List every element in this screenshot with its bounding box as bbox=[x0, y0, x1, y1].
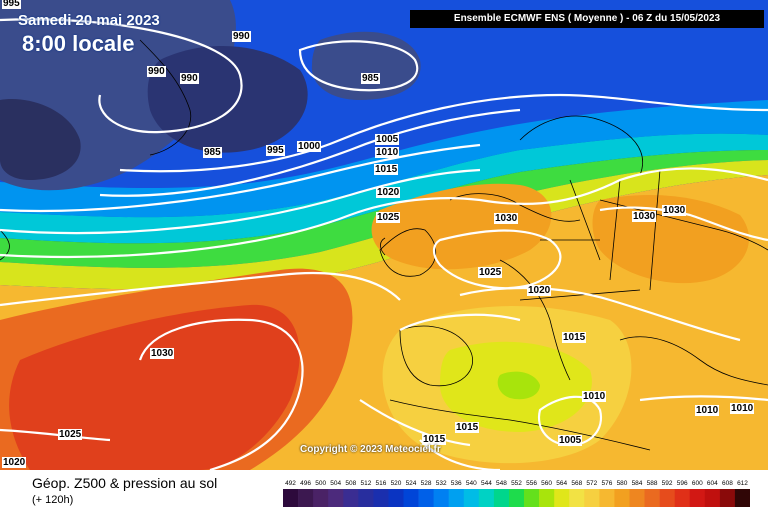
color-scale-label: 524 bbox=[406, 480, 417, 487]
color-scale-label: 564 bbox=[556, 480, 567, 487]
color-scale-swatch bbox=[644, 489, 660, 507]
color-scale-swatch bbox=[509, 489, 525, 507]
color-scale-label: 500 bbox=[315, 480, 326, 487]
color-scale-swatch bbox=[313, 489, 329, 507]
color-scale-swatch bbox=[358, 489, 374, 507]
forecast-date: Samedi 20 mai 2023 bbox=[18, 12, 160, 29]
color-scale-label: 592 bbox=[662, 480, 673, 487]
weather-map bbox=[0, 0, 768, 470]
color-scale-swatch bbox=[689, 489, 706, 507]
color-scale-swatch bbox=[403, 489, 419, 507]
color-scale-swatch bbox=[343, 489, 359, 507]
color-scale-label: 584 bbox=[632, 480, 643, 487]
color-scale-swatch bbox=[328, 489, 344, 507]
color-scale-label: 556 bbox=[526, 480, 537, 487]
color-scale-label: 544 bbox=[481, 480, 492, 487]
color-scale-label: 612 bbox=[737, 480, 748, 487]
color-scale-label: 580 bbox=[617, 480, 628, 487]
color-scale-label: 568 bbox=[571, 480, 582, 487]
color-scale-swatch bbox=[569, 489, 585, 507]
color-scale-label: 608 bbox=[722, 480, 733, 487]
color-scale-swatch bbox=[448, 489, 465, 507]
color-scale-swatch bbox=[704, 489, 721, 507]
color-scale-swatch bbox=[599, 489, 615, 507]
color-scale-label: 548 bbox=[496, 480, 507, 487]
color-scale-label: 520 bbox=[391, 480, 402, 487]
color-scale-label: 588 bbox=[647, 480, 658, 487]
color-scale-swatch bbox=[478, 489, 495, 507]
color-scale-swatch bbox=[614, 489, 630, 507]
color-scale-swatch bbox=[584, 489, 600, 507]
color-scale-label: 536 bbox=[451, 480, 462, 487]
color-scale-label: 576 bbox=[601, 480, 612, 487]
color-scale-label: 572 bbox=[586, 480, 597, 487]
color-scale-label: 496 bbox=[300, 480, 311, 487]
legend-panel: Géop. Z500 & pression au sol (+ 120h) 49… bbox=[0, 470, 768, 512]
model-run-info: Ensemble ECMWF ENS ( Moyenne ) - 06 Z du… bbox=[410, 10, 764, 28]
color-scale-swatch bbox=[539, 489, 555, 507]
color-scale-swatch bbox=[493, 489, 510, 507]
color-scale-swatch bbox=[629, 489, 645, 507]
color-scale-label: 596 bbox=[677, 480, 688, 487]
color-scale-swatch bbox=[734, 489, 750, 507]
color-scale-swatch bbox=[283, 489, 299, 507]
color-scale-label: 512 bbox=[360, 480, 371, 487]
color-scale-swatch bbox=[554, 489, 570, 507]
color-scale-label: 604 bbox=[707, 480, 718, 487]
color-scale-swatch bbox=[674, 489, 691, 507]
color-scale-label: 504 bbox=[330, 480, 341, 487]
color-scale-label: 540 bbox=[466, 480, 477, 487]
color-scale-swatch bbox=[373, 489, 389, 507]
color-scale-label: 508 bbox=[345, 480, 356, 487]
color-scale-label: 492 bbox=[285, 480, 296, 487]
color-scale-swatch bbox=[388, 489, 404, 507]
color-scale-label: 600 bbox=[692, 480, 703, 487]
color-scale-swatch bbox=[463, 489, 480, 507]
color-scale: 492 496 500 504 508 512 516 520 524 528 532 536 540 5… bbox=[283, 480, 750, 507]
color-scale-label: 516 bbox=[375, 480, 386, 487]
color-scale-swatch bbox=[659, 489, 675, 507]
color-scale-swatch bbox=[298, 489, 314, 507]
color-scale-label: 532 bbox=[436, 480, 447, 487]
color-scale-label: 560 bbox=[541, 480, 552, 487]
color-scale-swatch bbox=[418, 489, 434, 507]
forecast-time: 8:00 locale bbox=[22, 31, 135, 56]
copyright-notice: Copyright © 2023 Meteociel.fr bbox=[300, 444, 441, 455]
color-scale-swatch bbox=[524, 489, 540, 507]
color-scale-label: 552 bbox=[511, 480, 522, 487]
color-scale-swatch bbox=[719, 489, 736, 507]
color-scale-label: 528 bbox=[421, 480, 432, 487]
map-title: Géop. Z500 & pression au sol bbox=[32, 475, 218, 491]
lead-time: (+ 120h) bbox=[32, 494, 74, 506]
color-scale-swatch bbox=[433, 489, 449, 507]
